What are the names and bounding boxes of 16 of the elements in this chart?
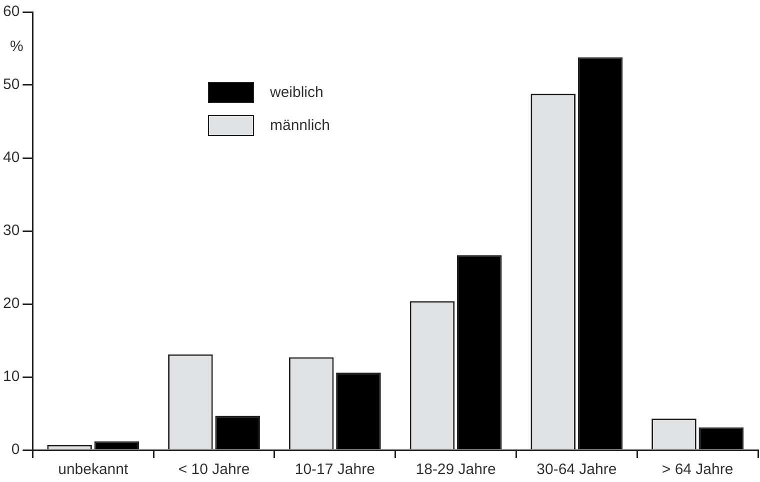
y-tick-label: 20 xyxy=(2,295,20,312)
x-tick-label: < 10 Jahre xyxy=(178,461,250,478)
y-tick-label: 60 xyxy=(2,3,20,20)
y-tick-label: 40 xyxy=(2,149,20,166)
y-tick-label: 50 xyxy=(2,76,20,94)
y-tick-label: 0 xyxy=(11,441,20,458)
y-tick-label: 10 xyxy=(2,368,20,386)
x-tick-label: 18-29 Jahre xyxy=(416,461,496,478)
legend-label: männlich xyxy=(270,117,330,134)
x-tick-label: 30-64 Jahre xyxy=(536,461,617,478)
x-tick-label: 10-17 Jahre xyxy=(294,461,375,478)
y-axis-title: % xyxy=(10,38,24,55)
x-tick-label: > 64 Jahre xyxy=(662,461,734,478)
x-tick-label: unbekannt xyxy=(58,461,129,478)
y-tick-label: 30 xyxy=(2,222,20,240)
legend-label: weiblich xyxy=(270,84,324,101)
